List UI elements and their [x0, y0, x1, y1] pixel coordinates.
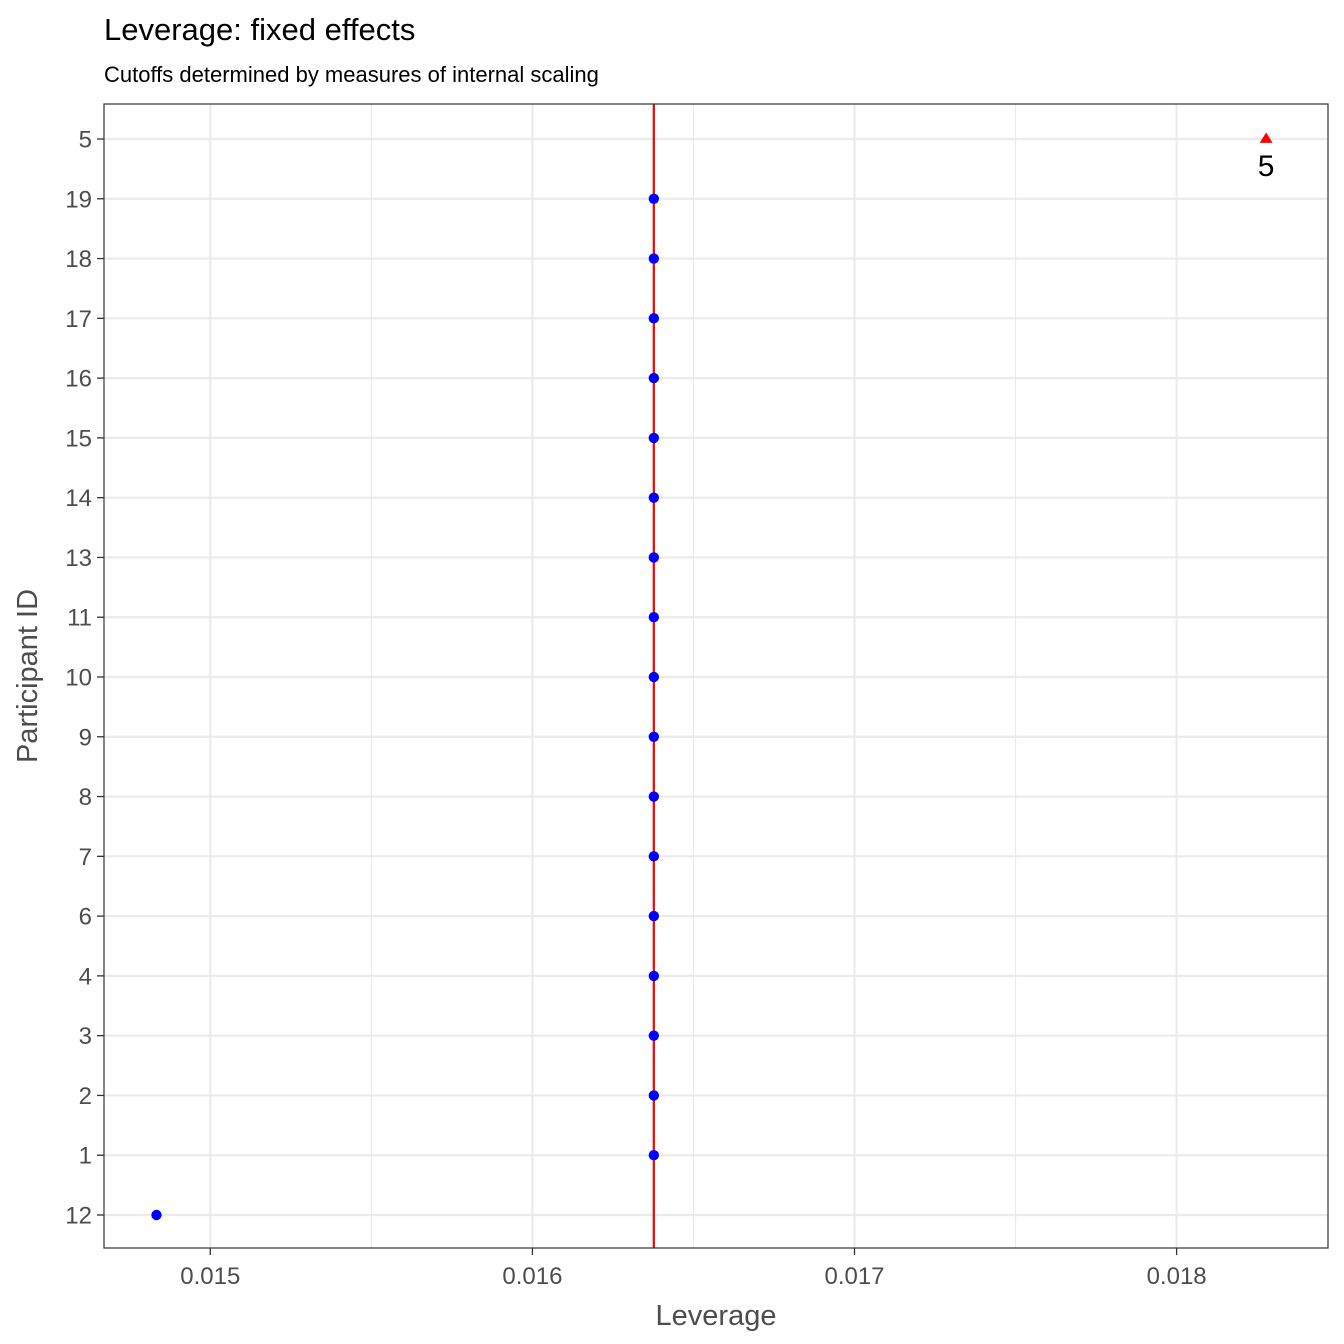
x-axis: 0.015 0.016 0.017 0.018	[180, 1248, 1207, 1290]
y-tick-label: 9	[79, 724, 92, 751]
data-point-14	[648, 492, 660, 503]
x-axis-title: Leverage	[656, 1300, 777, 1332]
y-tick-label: 16	[65, 366, 92, 393]
data-point-2	[648, 1090, 660, 1101]
y-tick-label: 13	[65, 545, 92, 572]
data-point-19	[648, 193, 660, 204]
data-point-15	[648, 432, 660, 444]
point-label-5: 5	[1258, 150, 1275, 183]
y-tick-label: 10	[65, 665, 92, 692]
y-tick-label: 4	[79, 963, 92, 990]
chart-title: Leverage: fixed effects	[104, 12, 415, 47]
panel-border	[103, 103, 1329, 1249]
data-point-17	[648, 313, 660, 324]
data-point-4	[648, 970, 660, 982]
major-gridlines	[104, 104, 1328, 1248]
y-tick-label: 8	[79, 784, 92, 811]
y-tick-label: 1	[79, 1143, 92, 1170]
y-axis-title: Participant ID	[12, 589, 44, 763]
data-point-9	[648, 731, 660, 742]
x-tick-label: 0.017	[824, 1263, 884, 1290]
data-point-1	[648, 1150, 660, 1161]
data-point-16	[648, 372, 660, 384]
data-point-6	[648, 910, 660, 922]
data-point-10	[648, 671, 660, 683]
x-tick-label: 0.015	[180, 1263, 240, 1290]
y-tick-label: 5	[79, 127, 92, 154]
x-tick-label: 0.018	[1147, 1263, 1207, 1290]
data-point-13	[648, 552, 660, 563]
y-tick-label: 11	[67, 605, 92, 632]
chart-subtitle: Cutoffs determined by measures of intern…	[104, 62, 599, 87]
y-tick-label: 19	[65, 186, 92, 213]
y-tick-label: 17	[65, 306, 92, 333]
y-tick-label: 6	[79, 904, 92, 931]
y-tick-label: 14	[65, 485, 92, 512]
x-tick-label: 0.016	[502, 1263, 562, 1290]
y-tick-label: 2	[79, 1083, 92, 1110]
y-tick-label: 15	[65, 425, 92, 452]
data-point-8	[648, 791, 660, 802]
data-point-18	[648, 253, 660, 264]
data-point-3	[648, 1030, 660, 1041]
y-tick-label: 12	[65, 1203, 92, 1230]
data-point-12	[151, 1209, 162, 1221]
data-point-11	[648, 612, 660, 623]
y-tick-label: 18	[65, 246, 92, 273]
y-tick-label: 3	[79, 1023, 92, 1050]
data-points	[151, 132, 1273, 1221]
data-point-5	[1259, 132, 1273, 143]
data-point-7	[648, 851, 660, 862]
point-labels: 5	[1258, 150, 1275, 183]
y-tick-label: 7	[79, 844, 92, 871]
